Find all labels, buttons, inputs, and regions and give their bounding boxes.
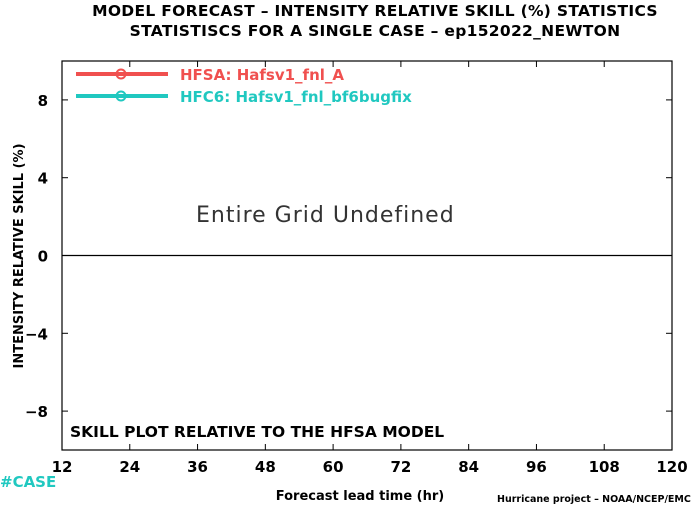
- y-tick-label: −4: [25, 325, 48, 343]
- y-tick-label: 8: [38, 92, 48, 110]
- x-tick-label: 120: [656, 458, 687, 476]
- x-tick-label: 96: [526, 458, 547, 476]
- legend-label-hfc6: HFC6: Hafsv1_fnl_bf6bugfix: [180, 88, 412, 106]
- y-tick-label: 4: [38, 170, 48, 188]
- legend: HFSA: Hafsv1_fnl_A HFC6: Hafsv1_fnl_bf6b…: [76, 66, 412, 106]
- chart-subtitle: STATISTISCS FOR A SINGLE CASE – ep152022…: [130, 22, 621, 40]
- y-axis-label: INTENSITY RELATIVE SKILL (%): [12, 143, 27, 368]
- legend-marker-hfsa: [115, 68, 127, 80]
- y-tick-label: 0: [38, 248, 48, 266]
- x-tick-label: 84: [458, 458, 479, 476]
- x-tick-label: 108: [589, 458, 620, 476]
- x-axis: 12 24 36 48 60 72 84 96 108 120: [52, 61, 688, 476]
- chart-title: MODEL FORECAST – INTENSITY RELATIVE SKIL…: [92, 2, 658, 20]
- x-tick-label: 36: [187, 458, 208, 476]
- undefined-grid-message: Entire Grid Undefined: [196, 203, 455, 228]
- legend-marker-hfc6: [115, 90, 127, 102]
- case-count-label: #CASE: [0, 473, 56, 491]
- x-tick-label: 72: [390, 458, 411, 476]
- x-tick-label: 24: [119, 458, 140, 476]
- x-tick-label: 48: [255, 458, 276, 476]
- x-tick-label: 12: [52, 458, 73, 476]
- x-axis-label: Forecast lead time (hr): [276, 489, 444, 504]
- legend-label-hfsa: HFSA: Hafsv1_fnl_A: [180, 66, 344, 84]
- y-axis: −8 −4 0 4 8: [25, 92, 672, 421]
- x-tick-label: 60: [323, 458, 344, 476]
- y-tick-label: −8: [25, 403, 48, 421]
- credit-text: Hurricane project – NOAA/NCEP/EMC: [497, 494, 691, 505]
- skill-note: SKILL PLOT RELATIVE TO THE HFSA MODEL: [70, 423, 444, 441]
